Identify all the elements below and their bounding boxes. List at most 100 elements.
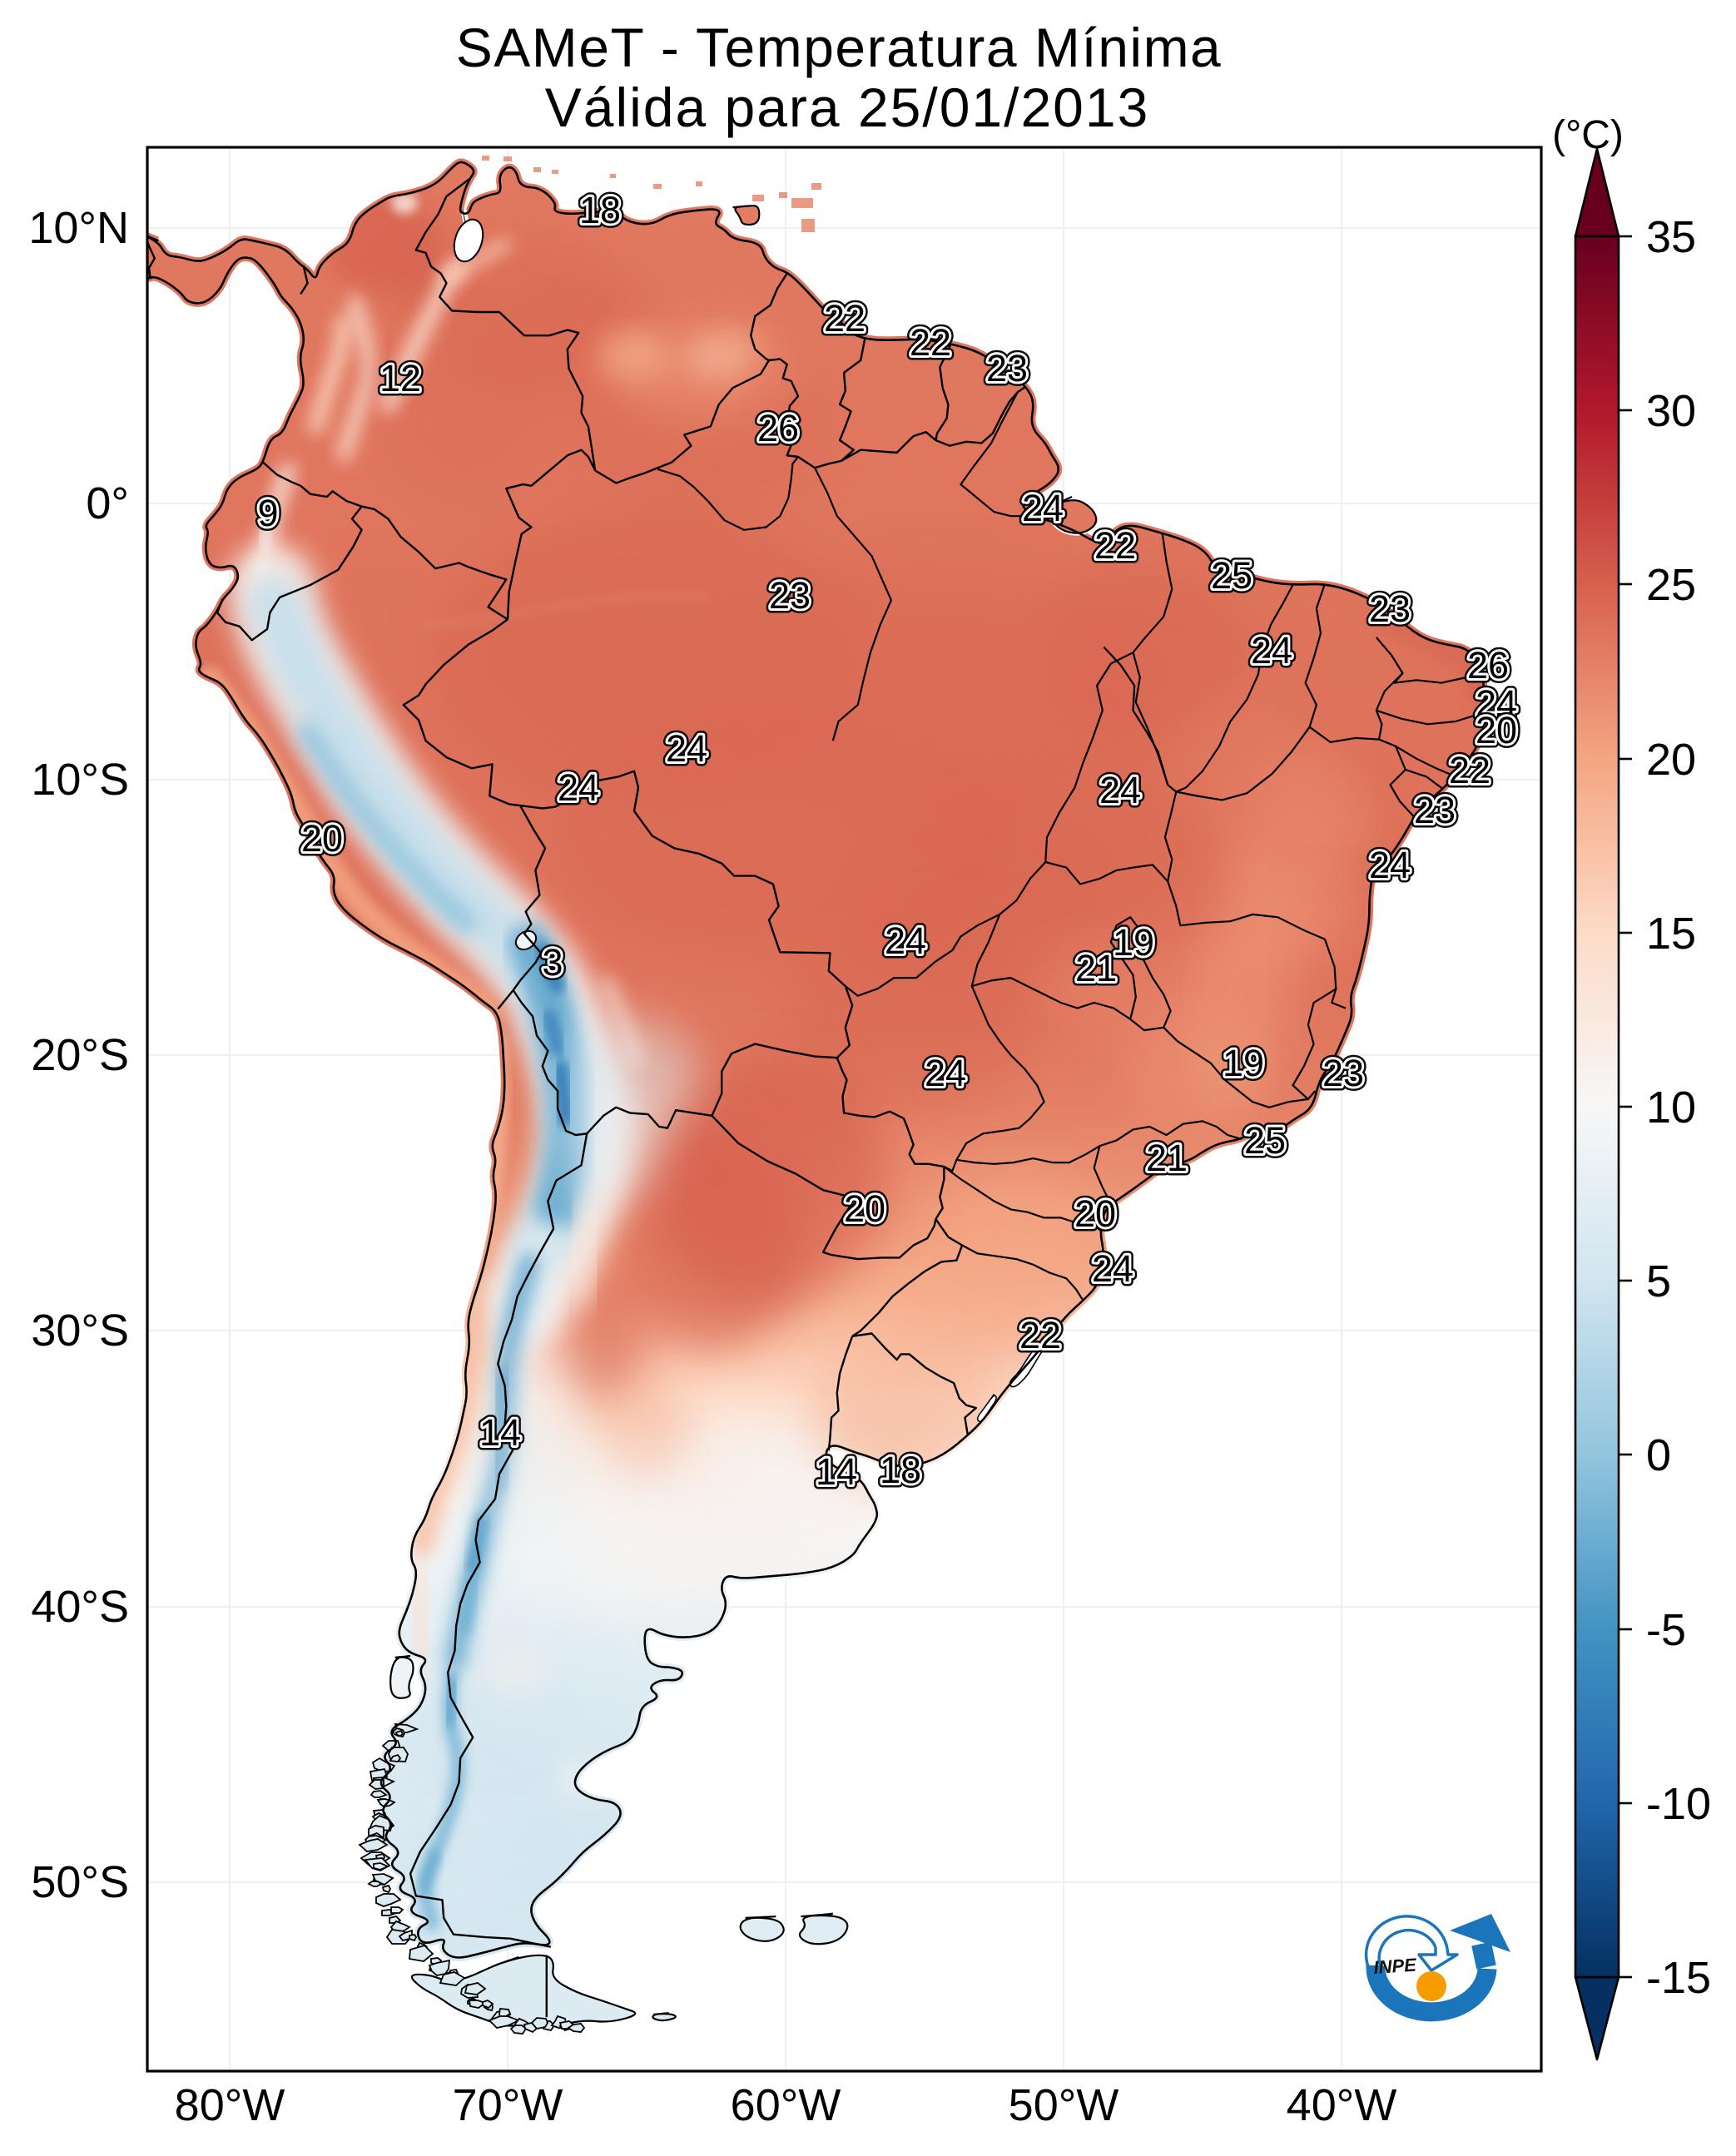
svg-text:14: 14 (479, 1411, 521, 1454)
svg-text:20: 20 (301, 817, 343, 860)
svg-text:23: 23 (769, 574, 811, 617)
svg-text:24: 24 (1092, 1247, 1133, 1290)
svg-text:70°W: 70°W (453, 2080, 563, 2130)
svg-text:23: 23 (986, 347, 1028, 389)
svg-text:24: 24 (1022, 487, 1064, 529)
svg-text:22: 22 (824, 297, 866, 340)
svg-text:25: 25 (1211, 554, 1252, 597)
svg-text:20: 20 (1074, 1192, 1116, 1235)
svg-text:26: 26 (757, 407, 799, 449)
svg-text:26: 26 (1467, 644, 1509, 686)
svg-text:(°C): (°C) (1552, 113, 1624, 157)
svg-text:14: 14 (816, 1450, 857, 1493)
svg-text:15: 15 (1646, 909, 1696, 959)
svg-text:20: 20 (844, 1187, 885, 1230)
svg-text:-5: -5 (1646, 1605, 1686, 1655)
svg-text:21: 21 (1146, 1137, 1188, 1179)
svg-text:50°S: 50°S (31, 1857, 129, 1907)
svg-text:25: 25 (1211, 554, 1252, 597)
svg-text:24: 24 (885, 919, 926, 962)
svg-text:23: 23 (1322, 1052, 1364, 1094)
svg-text:12: 12 (379, 357, 421, 399)
svg-text:23: 23 (986, 347, 1028, 389)
svg-text:14: 14 (816, 1450, 857, 1493)
svg-text:24: 24 (1092, 1247, 1133, 1290)
svg-text:3: 3 (542, 941, 563, 984)
svg-text:20: 20 (301, 817, 343, 860)
svg-text:22: 22 (1094, 524, 1136, 567)
svg-text:3: 3 (542, 941, 563, 984)
svg-text:24: 24 (1099, 769, 1141, 811)
svg-text:25: 25 (1244, 1119, 1286, 1162)
svg-text:24: 24 (925, 1052, 966, 1094)
svg-text:20: 20 (844, 1187, 885, 1230)
svg-text:24: 24 (925, 1052, 966, 1094)
svg-text:24: 24 (1476, 682, 1517, 725)
svg-text:9: 9 (257, 492, 278, 534)
svg-text:14: 14 (816, 1450, 857, 1493)
svg-text:14: 14 (479, 1411, 521, 1454)
svg-text:20: 20 (1476, 709, 1517, 751)
svg-text:Válida para 25/01/2013: Válida para 25/01/2013 (545, 77, 1150, 138)
svg-text:23: 23 (1414, 789, 1456, 831)
svg-text:25: 25 (1211, 554, 1252, 597)
svg-text:24: 24 (558, 766, 599, 809)
svg-text:3: 3 (542, 941, 563, 984)
svg-text:10°S: 10°S (31, 755, 129, 805)
svg-text:22: 22 (824, 297, 866, 340)
svg-text:23: 23 (986, 347, 1028, 389)
svg-text:INPE: INPE (1373, 1954, 1418, 1978)
svg-text:18: 18 (880, 1449, 921, 1491)
svg-text:21: 21 (1146, 1137, 1188, 1179)
svg-text:40°W: 40°W (1287, 2080, 1397, 2130)
svg-text:25: 25 (1646, 560, 1696, 610)
svg-text:24: 24 (1476, 682, 1517, 725)
svg-text:26: 26 (757, 407, 799, 449)
svg-text:24: 24 (1092, 1247, 1133, 1290)
svg-text:0°: 0° (86, 478, 129, 528)
svg-text:26: 26 (1467, 644, 1509, 686)
svg-text:5: 5 (1646, 1256, 1671, 1306)
svg-text:21: 21 (1075, 947, 1117, 989)
svg-text:22: 22 (1094, 524, 1136, 567)
svg-text:20: 20 (1646, 735, 1696, 785)
svg-text:-15: -15 (1646, 1953, 1711, 2003)
svg-text:24: 24 (1369, 844, 1411, 886)
svg-text:0: 0 (1646, 1430, 1671, 1480)
svg-text:22: 22 (910, 321, 951, 364)
svg-text:24: 24 (1251, 629, 1292, 672)
svg-text:24: 24 (1022, 487, 1064, 529)
svg-text:24: 24 (1022, 487, 1064, 529)
svg-text:80°W: 80°W (175, 2080, 285, 2130)
svg-text:24: 24 (1476, 682, 1517, 725)
svg-text:SAMeT - Temperatura Mínima: SAMeT - Temperatura Mínima (456, 17, 1223, 78)
svg-text:24: 24 (925, 1052, 966, 1094)
svg-text:19: 19 (1113, 921, 1154, 964)
svg-text:23: 23 (769, 574, 811, 617)
svg-text:20°S: 20°S (31, 1030, 129, 1080)
svg-text:19: 19 (1113, 921, 1154, 964)
svg-text:24: 24 (1369, 844, 1411, 886)
svg-text:23: 23 (1322, 1052, 1364, 1094)
svg-text:19: 19 (1223, 1042, 1264, 1084)
svg-text:18: 18 (579, 189, 621, 231)
svg-text:24: 24 (666, 727, 707, 770)
svg-text:21: 21 (1146, 1137, 1188, 1179)
svg-text:20: 20 (301, 817, 343, 860)
svg-text:21: 21 (1075, 947, 1117, 989)
svg-text:22: 22 (1019, 1314, 1061, 1356)
svg-text:12: 12 (379, 357, 421, 399)
svg-text:22: 22 (1449, 749, 1490, 791)
svg-text:30°S: 30°S (31, 1306, 129, 1356)
svg-text:22: 22 (1019, 1314, 1061, 1356)
svg-text:23: 23 (1322, 1052, 1364, 1094)
svg-text:24: 24 (1099, 769, 1141, 811)
svg-text:19: 19 (1113, 921, 1154, 964)
svg-text:24: 24 (666, 727, 707, 770)
svg-text:24: 24 (666, 727, 707, 770)
svg-text:23: 23 (1414, 789, 1456, 831)
svg-text:24: 24 (1099, 769, 1141, 811)
svg-text:50°W: 50°W (1009, 2080, 1119, 2130)
svg-text:22: 22 (824, 297, 866, 340)
svg-text:25: 25 (1244, 1119, 1286, 1162)
